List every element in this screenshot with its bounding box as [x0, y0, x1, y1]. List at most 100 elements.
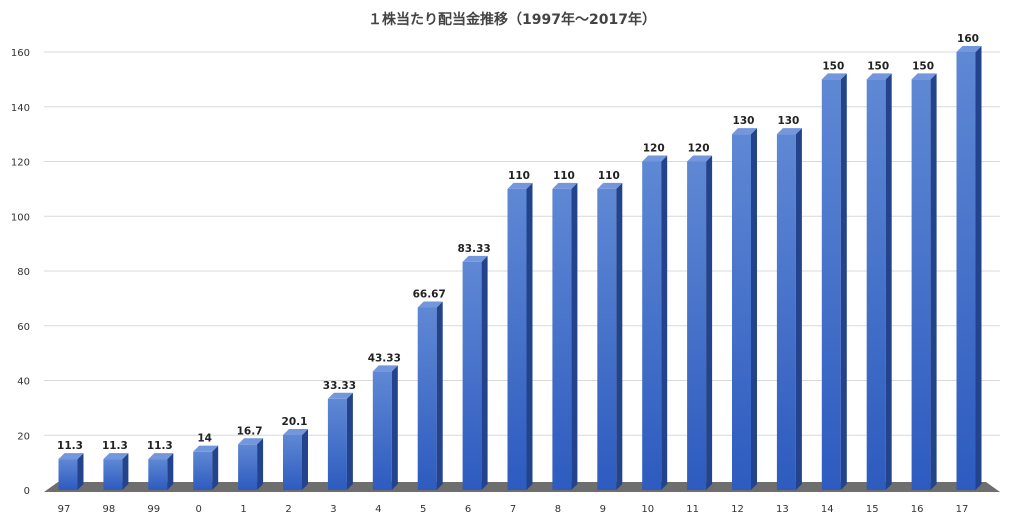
bar-front [103, 459, 123, 490]
bar-side [436, 301, 443, 490]
bar-front [283, 434, 302, 490]
bar-98 [103, 453, 129, 490]
bar-side [751, 128, 757, 490]
bar-side [930, 73, 937, 490]
bar-top [103, 453, 129, 460]
bar-side [481, 255, 488, 490]
bar-13 [776, 128, 802, 490]
data-label: 11.3 [57, 440, 83, 452]
bar-side [302, 428, 308, 490]
y-tick-label: 160 [11, 48, 30, 59]
x-tick-label: 7 [510, 504, 516, 515]
bar-front [58, 459, 78, 490]
data-label: 66.67 [413, 288, 446, 300]
data-label: 160 [957, 33, 979, 45]
bar-top [911, 73, 937, 80]
x-tick-label: 13 [776, 504, 789, 515]
bar-top [642, 155, 668, 162]
bar-side [346, 392, 353, 490]
data-label: 130 [733, 115, 755, 127]
bar-side [167, 453, 174, 490]
bar-16 [911, 73, 937, 490]
bar-side [571, 182, 578, 490]
bars [58, 46, 982, 490]
bar-8 [552, 182, 578, 490]
bar-side [840, 73, 847, 490]
x-tick-label: 8 [555, 504, 561, 515]
bar-top [821, 73, 847, 80]
bar-side [526, 182, 533, 490]
bar-top [58, 453, 84, 460]
bar-2 [283, 428, 308, 490]
bar-top [507, 182, 533, 189]
bar-front [238, 444, 258, 490]
bar-9 [597, 182, 623, 490]
bar-front [597, 188, 617, 490]
data-label: 11.3 [102, 440, 128, 452]
x-tick-label: 6 [465, 504, 471, 515]
data-label: 33.33 [323, 380, 356, 392]
x-tick-label: 12 [731, 504, 744, 515]
bar-top [552, 182, 578, 189]
bar-side [616, 182, 623, 490]
data-label: 120 [643, 143, 665, 155]
bar-top [462, 255, 488, 262]
bar-front [507, 188, 527, 490]
data-label: 150 [912, 60, 934, 72]
bar-0 [193, 445, 219, 490]
bar-front [417, 307, 437, 490]
bar-front [821, 79, 841, 490]
y-tick-label: 40 [17, 377, 30, 388]
bar-front [552, 188, 572, 490]
data-label: 43.33 [368, 352, 401, 364]
bar-4 [372, 365, 398, 490]
bar-top [597, 182, 623, 189]
bar-front [732, 134, 751, 490]
bar-front [687, 161, 707, 490]
y-tick-label: 80 [17, 267, 30, 278]
bar-side [975, 46, 982, 490]
bar-front [956, 52, 976, 490]
data-label: 110 [598, 170, 620, 182]
bar-99 [148, 453, 174, 490]
x-tick-label: 15 [866, 504, 879, 515]
x-tick-label: 16 [911, 504, 924, 515]
bar-top [372, 365, 398, 372]
bar-side [257, 438, 264, 490]
data-label: 110 [508, 170, 530, 182]
bar-side [795, 128, 802, 490]
bar-15 [866, 73, 892, 490]
bar-top [687, 155, 713, 162]
bar-top [283, 428, 308, 435]
bar-top [238, 438, 264, 445]
bar-11 [687, 155, 713, 490]
bar-5 [417, 301, 443, 490]
bar-97 [58, 453, 84, 490]
bar-top [866, 73, 892, 80]
data-label: 83.33 [457, 243, 490, 255]
bar-side [212, 445, 219, 490]
bar-front [193, 451, 213, 490]
x-tick-label: 99 [147, 504, 160, 515]
x-tick-label: 14 [821, 504, 834, 515]
bar-front [372, 371, 392, 490]
bar-10 [642, 155, 668, 490]
x-tick-label: 97 [58, 504, 71, 515]
bar-front [327, 398, 347, 490]
bar-side [885, 73, 892, 490]
data-label: 150 [867, 60, 889, 72]
x-tick-label: 5 [420, 504, 426, 515]
y-axis-ticks: 0 20 40 60 80 100 120 140 160 [11, 48, 30, 497]
data-label: 130 [777, 115, 799, 127]
data-label: 14 [197, 433, 212, 445]
bar-top [417, 301, 443, 308]
bar-top [956, 46, 982, 52]
bar-top [732, 128, 757, 135]
bar-top [148, 453, 174, 460]
x-tick-label: 2 [285, 504, 291, 515]
data-label: 16.7 [237, 425, 263, 437]
x-tick-label: 3 [330, 504, 336, 515]
data-label: 110 [553, 170, 575, 182]
x-tick-label: 17 [956, 504, 969, 515]
